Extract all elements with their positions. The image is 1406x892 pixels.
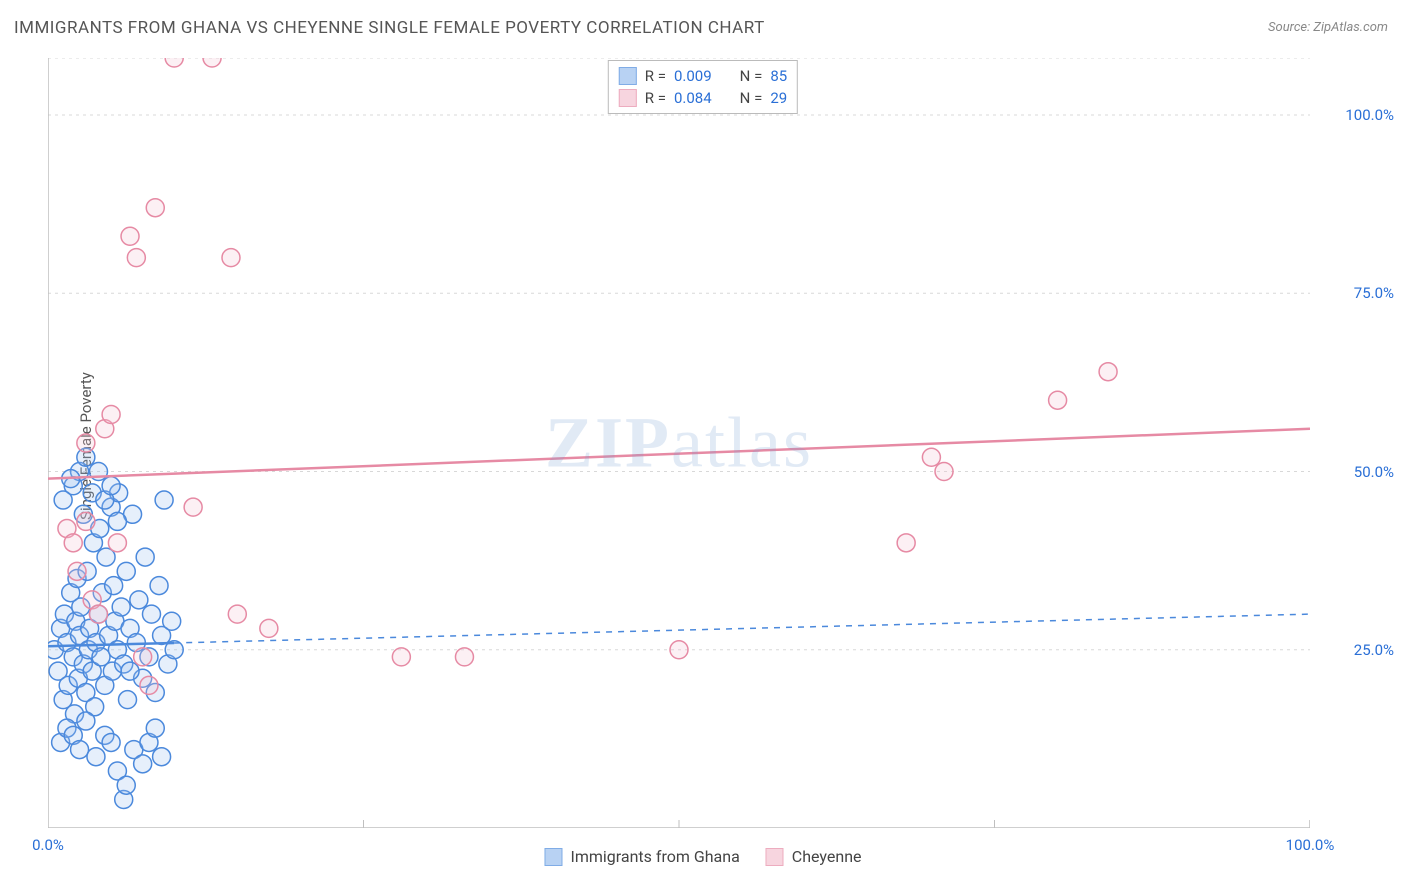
y-tick-label: 25.0%	[1354, 641, 1394, 659]
plot-area: ZIPatlas	[48, 58, 1310, 828]
correlation-legend: R = 0.009 N = 85 R = 0.084 N = 29	[608, 60, 798, 114]
x-tick-label: 100.0%	[1286, 836, 1335, 854]
y-tick-label: 50.0%	[1354, 463, 1394, 481]
legend-row: R = 0.009 N = 85	[619, 65, 787, 87]
source-label: Source: ZipAtlas.com	[1268, 20, 1388, 35]
legend-item: Cheyenne	[766, 847, 862, 866]
chart-title: IMMIGRANTS FROM GHANA VS CHEYENNE SINGLE…	[14, 18, 765, 38]
scatter-chart	[48, 58, 1310, 828]
x-tick-label: 0.0%	[32, 836, 64, 854]
y-tick-label: 100.0%	[1345, 106, 1394, 124]
series-legend: Immigrants from Ghana Cheyenne	[544, 847, 861, 866]
legend-item: Immigrants from Ghana	[544, 847, 739, 866]
y-tick-label: 75.0%	[1354, 284, 1394, 302]
legend-row: R = 0.084 N = 29	[619, 87, 787, 109]
